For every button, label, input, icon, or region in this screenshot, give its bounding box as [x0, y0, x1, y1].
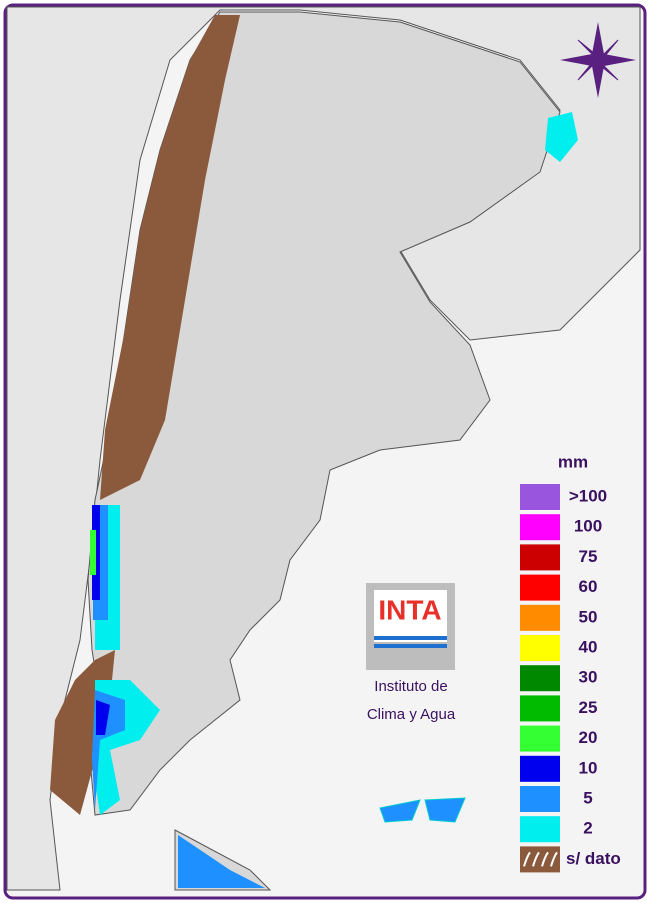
rain-10	[96, 700, 110, 735]
legend-swatch	[520, 484, 560, 510]
legend-label: 75	[579, 547, 598, 566]
legend-label: 25	[579, 698, 598, 717]
legend: >100 100 75 60 50 40 30 25 20 10 5 2 s/ dato	[520, 484, 621, 873]
legend-swatch	[520, 695, 560, 722]
legend-swatch	[520, 635, 560, 661]
compass	[560, 22, 636, 98]
legend-swatch	[520, 725, 560, 752]
legend-swatch-pattern	[541, 851, 549, 867]
rain-20	[90, 530, 96, 575]
legend-label: 30	[579, 668, 598, 687]
legend-label: 100	[574, 517, 602, 536]
legend-swatch	[520, 514, 560, 541]
legend-swatch	[520, 786, 560, 812]
islands	[379, 797, 466, 823]
legend-label: 40	[579, 637, 598, 656]
argentina	[87, 11, 561, 816]
rain-5	[178, 835, 265, 888]
legend-swatch	[520, 604, 560, 631]
legend-title: mm	[558, 452, 588, 471]
legend-label: >100	[569, 486, 607, 505]
logo-line: Clima y Agua	[367, 706, 456, 723]
legend-label: 5	[583, 788, 592, 807]
logo-panel	[374, 590, 447, 642]
legend-swatch-pattern	[523, 851, 531, 867]
legend-swatch-pattern	[550, 851, 558, 867]
legend-label: 10	[579, 758, 598, 777]
legend-swatch	[520, 816, 560, 843]
logo-stripe	[374, 644, 447, 648]
legend-swatch	[520, 574, 560, 601]
legend-swatch	[520, 755, 560, 782]
logo: INTA Instituto de Clima y Agua	[366, 583, 456, 723]
legend-label: 60	[579, 577, 598, 596]
legend-label: 20	[579, 728, 598, 747]
legend-label: 2	[583, 819, 592, 838]
no-data-area	[100, 15, 240, 500]
logo-line: Instituto de	[374, 678, 447, 695]
rain-2	[545, 112, 578, 162]
legend-swatch	[520, 544, 560, 571]
legend-swatch	[520, 665, 560, 692]
legend-label: 50	[579, 607, 598, 626]
logo-stripe	[374, 636, 447, 640]
legend-swatch-pattern	[532, 851, 540, 867]
legend-label: s/ dato	[566, 849, 621, 868]
logo-name: INTA	[378, 594, 441, 625]
